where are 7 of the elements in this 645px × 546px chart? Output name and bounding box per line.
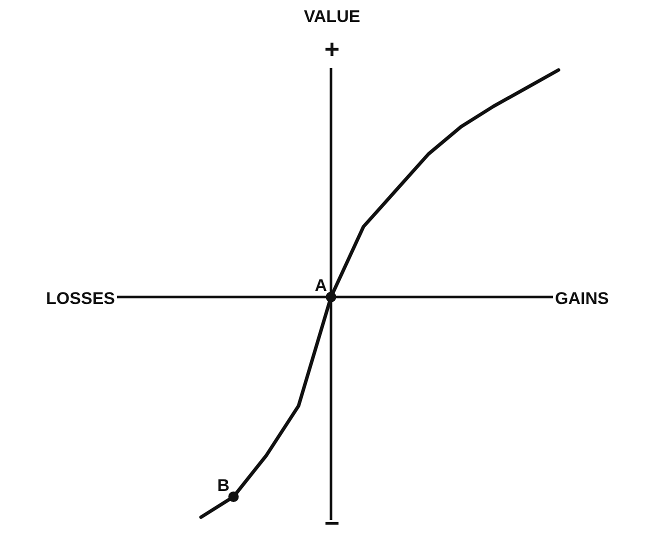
- y-axis-title: VALUE: [304, 7, 360, 26]
- text: +: [324, 34, 340, 64]
- text: LOSSES: [46, 289, 115, 308]
- annotation: B: [217, 476, 230, 495]
- annotation: −: [324, 508, 340, 538]
- annotation: A: [314, 276, 327, 295]
- x-axis-title: GAINS: [555, 289, 609, 308]
